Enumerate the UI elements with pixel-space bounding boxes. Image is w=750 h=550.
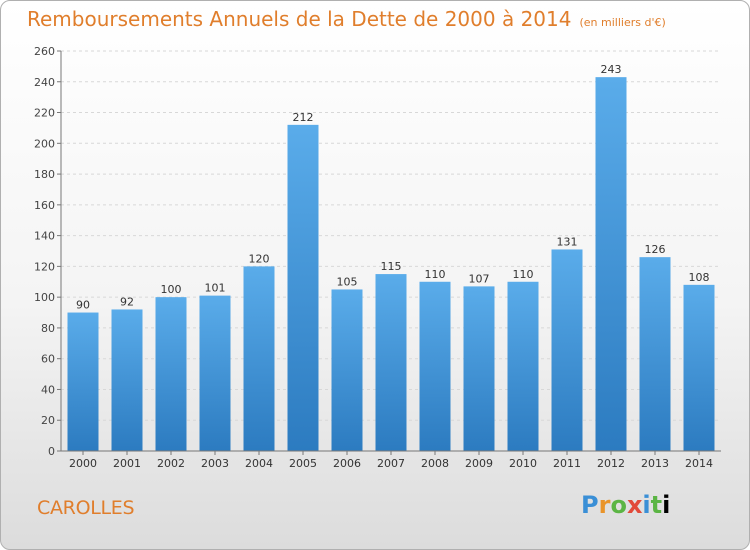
bar-value-label: 90 (76, 299, 90, 312)
bar-value-label: 108 (689, 271, 710, 284)
x-tick-label: 2013 (641, 457, 669, 470)
bar (199, 295, 231, 451)
x-tick-label: 2008 (421, 457, 449, 470)
x-tick-label: 2006 (333, 457, 361, 470)
logo-letter: r (598, 491, 611, 519)
logo-letter: o (610, 491, 627, 519)
chart-title: Remboursements Annuels de la Dette de 20… (27, 7, 666, 31)
bar-value-label: 120 (249, 252, 270, 265)
x-tick-label: 2011 (553, 457, 581, 470)
x-tick-label: 2014 (685, 457, 713, 470)
y-tick-label: 240 (34, 76, 55, 89)
y-tick-label: 100 (34, 291, 55, 304)
bar (419, 281, 451, 451)
bar-value-label: 101 (205, 282, 226, 295)
chart-subtitle: (en milliers d'€) (579, 16, 666, 29)
logo-letter: P (581, 491, 599, 519)
logo-letter: i (642, 491, 651, 519)
y-tick-label: 260 (34, 45, 55, 58)
x-tick-label: 2002 (157, 457, 185, 470)
x-tick-label: 2009 (465, 457, 493, 470)
bar (595, 77, 627, 452)
bar (287, 124, 319, 451)
x-tick-label: 2012 (597, 457, 625, 470)
bar-value-label: 92 (120, 295, 134, 308)
bar (639, 257, 671, 451)
y-tick-label: 0 (48, 445, 55, 458)
bar (375, 274, 407, 451)
y-tick-label: 20 (41, 414, 55, 427)
bar-value-label: 100 (161, 283, 182, 296)
commune-name: CAROLLES (37, 497, 135, 519)
y-tick-label: 120 (34, 260, 55, 273)
proxiti-logo: Proxiti (581, 491, 670, 519)
bar (331, 289, 363, 451)
x-tick-label: 2010 (509, 457, 537, 470)
y-tick-label: 220 (34, 107, 55, 120)
bar-value-label: 126 (645, 243, 666, 256)
x-tick-label: 2001 (113, 457, 141, 470)
chart-title-text: Remboursements Annuels de la Dette de 20… (27, 7, 572, 31)
logo-letter: t (650, 491, 663, 519)
y-tick-label: 180 (34, 168, 55, 181)
y-tick-label: 200 (34, 137, 55, 150)
bar (551, 249, 583, 451)
y-tick-label: 80 (41, 322, 55, 335)
logo-letter: x (626, 491, 643, 519)
bar-value-label: 212 (293, 111, 314, 124)
y-tick-label: 40 (41, 383, 55, 396)
y-tick-label: 160 (34, 199, 55, 212)
bar (155, 297, 187, 451)
y-tick-label: 60 (41, 353, 55, 366)
bar-value-label: 110 (513, 268, 534, 281)
bar-value-label: 105 (337, 275, 358, 288)
x-tick-label: 2003 (201, 457, 229, 470)
bars: 90 92 100 101 120 212 105 115 110 107 110 131 243 126… (67, 63, 715, 452)
bar (111, 309, 143, 451)
bar (463, 286, 495, 451)
bar (507, 281, 539, 451)
bar-value-label: 243 (601, 63, 622, 76)
x-tick-label: 2005 (289, 457, 317, 470)
bar (67, 312, 99, 451)
bar-value-label: 115 (381, 260, 402, 273)
y-tick-label: 140 (34, 230, 55, 243)
axes: 0 20 40 60 80 100 120 140 160 180 200 220 240 260 2000… (34, 45, 721, 470)
logo-letter: i (662, 491, 671, 519)
bar (243, 266, 275, 451)
bar-value-label: 131 (557, 235, 578, 248)
bar (683, 284, 715, 451)
x-tick-label: 2007 (377, 457, 405, 470)
bar-value-label: 110 (425, 268, 446, 281)
bar-value-label: 107 (469, 272, 490, 285)
x-tick-label: 2000 (69, 457, 97, 470)
x-tick-label: 2004 (245, 457, 273, 470)
